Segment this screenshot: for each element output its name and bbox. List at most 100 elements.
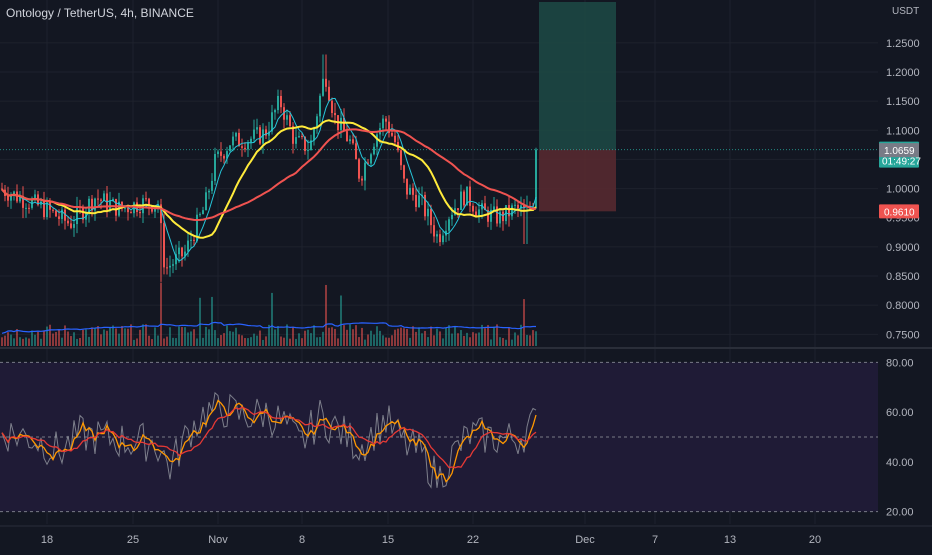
candle [28, 203, 30, 214]
candle-body [46, 202, 48, 218]
candle-body [415, 194, 417, 207]
candle-body [22, 196, 24, 208]
candle-body [121, 201, 123, 209]
volume-bar [160, 282, 162, 346]
candle-body [253, 129, 255, 139]
candle [373, 143, 375, 156]
candle [1, 182, 3, 191]
candle [55, 209, 57, 217]
volume-bar [31, 330, 33, 346]
candle-body [424, 194, 426, 217]
volume-bar [154, 327, 156, 346]
candle-body [499, 211, 501, 224]
candle-body [427, 208, 429, 217]
candle [211, 173, 213, 195]
candle-body [160, 204, 162, 224]
volume-bar [442, 338, 444, 346]
candle-body [64, 209, 66, 221]
candle [280, 90, 282, 114]
candle [346, 124, 348, 142]
volume-bar [199, 297, 201, 346]
candle-body [241, 146, 243, 148]
y-tick-label: 0.7500 [886, 329, 920, 341]
candle-body [433, 225, 435, 237]
candle-body [43, 201, 45, 218]
candle-body [190, 239, 192, 241]
volume-bar [430, 326, 432, 346]
candle [331, 97, 333, 118]
candle-body [472, 205, 474, 212]
volume-bar [124, 328, 126, 346]
candle [394, 131, 396, 145]
candle-body [208, 190, 210, 193]
candle-body [343, 117, 345, 132]
candle-body [292, 126, 294, 144]
candle-body [148, 198, 150, 207]
candle [364, 157, 366, 191]
candle [349, 135, 351, 145]
volume-bar [307, 329, 309, 346]
candle-body [418, 195, 420, 207]
volume-bar [481, 324, 483, 346]
candle-body [325, 78, 327, 87]
volume-bar [94, 328, 96, 346]
candle-body [313, 128, 315, 141]
candle-body [400, 150, 402, 166]
volume-bar [121, 326, 123, 346]
rsi-tick-label: 20.00 [886, 507, 914, 519]
volume-bar [127, 328, 129, 346]
volume-bar [55, 331, 57, 346]
volume-bar [415, 331, 417, 346]
volume-bar [493, 326, 495, 346]
candle-body [358, 159, 360, 179]
volume-bar [181, 327, 183, 346]
volume-bar [499, 337, 501, 346]
candle [412, 183, 414, 201]
candle-body [349, 139, 351, 142]
volume-bar [58, 329, 60, 346]
candle [325, 54, 327, 92]
volume-bar [223, 333, 225, 346]
volume-bar [508, 327, 510, 346]
volume-bar [151, 339, 153, 346]
volume-bar [460, 330, 462, 346]
candle-body [247, 142, 249, 150]
x-tick-label: 13 [724, 534, 736, 546]
candle-body [448, 219, 450, 231]
candle-body [520, 205, 522, 209]
rsi-ma-line [1, 406, 537, 469]
candle [235, 131, 237, 141]
volume-bar [466, 332, 468, 346]
price-label-box [879, 204, 919, 219]
candle [253, 119, 255, 143]
price-label-text: 1.0659 [884, 146, 915, 157]
volume-bar [370, 330, 372, 346]
volume-bar [226, 325, 228, 346]
candle [94, 197, 96, 221]
candle [298, 131, 300, 139]
volume-bar [433, 335, 435, 346]
candle-body [166, 267, 168, 269]
rsi-tick-label: 80.00 [886, 357, 914, 369]
candle [382, 114, 384, 136]
candle-body [238, 132, 240, 147]
volume-bar [268, 324, 270, 346]
candle-body [487, 209, 489, 222]
volume-bar [355, 325, 357, 346]
volume-bar [529, 335, 531, 346]
volume-bar [145, 324, 147, 346]
candle-body [187, 240, 189, 252]
candle [145, 191, 147, 202]
candle-body [265, 129, 267, 136]
x-tick-label: 25 [127, 534, 139, 546]
candle [475, 206, 477, 216]
volume-bar [238, 334, 240, 346]
candle-body [352, 139, 354, 144]
candle [148, 197, 150, 216]
candle-body [286, 115, 288, 120]
candle-body [484, 203, 486, 210]
volume-bar [418, 327, 420, 346]
candle [244, 142, 246, 153]
